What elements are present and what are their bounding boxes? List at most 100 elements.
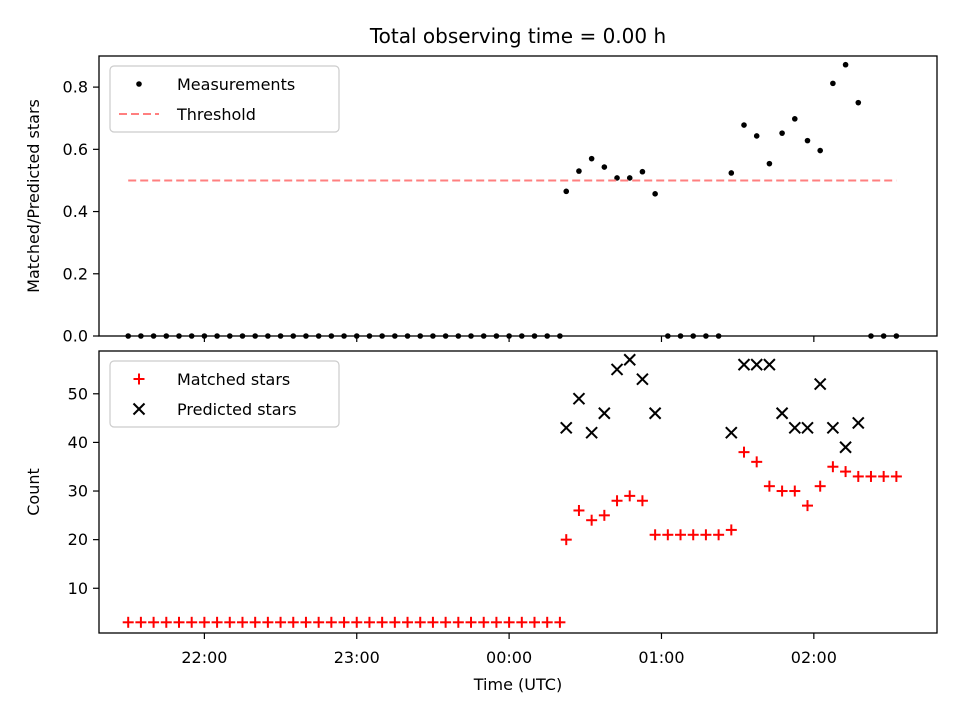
y-tick-label: 0.8	[63, 78, 88, 97]
legend-label: Predicted stars	[177, 400, 297, 419]
matched-star-point	[211, 616, 223, 628]
predicted-star-point	[725, 426, 738, 439]
y-axis-label: Matched/Predicted stars	[24, 99, 43, 293]
y-tick-label: 0.0	[63, 327, 88, 346]
matched-star-point	[554, 616, 566, 628]
x-d2	[826, 421, 840, 435]
matched-star-point	[363, 616, 375, 628]
x-d2	[788, 421, 802, 435]
predicted-star-point	[585, 426, 598, 439]
x-d2	[737, 358, 751, 371]
x-d2	[813, 377, 827, 391]
matched-star-point	[402, 616, 414, 628]
matched-star-point	[529, 616, 541, 628]
predicted-star-point	[763, 358, 776, 371]
matched-star-point	[675, 529, 687, 541]
matched-star-point	[325, 616, 337, 628]
measurement-point	[804, 137, 811, 144]
predicted-star-point	[636, 372, 649, 386]
y-axis-label: Count	[24, 468, 43, 516]
y-tick-label: 10	[68, 579, 88, 598]
measurement-point	[728, 170, 735, 176]
matched-star-point	[700, 529, 712, 541]
matched-star-point	[649, 529, 661, 541]
predicted-star-point	[788, 421, 802, 435]
matched-star-point	[160, 616, 172, 628]
x-d2	[801, 421, 814, 435]
matched-star-point	[801, 500, 813, 512]
plot-frame	[98, 350, 938, 634]
measurement-point	[817, 147, 823, 154]
measurement-point	[563, 188, 570, 195]
measurement-point	[791, 116, 798, 122]
matched-star-point	[236, 616, 248, 628]
matched-star-point	[814, 480, 826, 492]
x-d2	[763, 358, 776, 371]
matched-star-point	[452, 616, 464, 628]
predicted-star-point	[572, 392, 586, 405]
measurement-point	[601, 164, 608, 170]
matched-star-point	[878, 470, 890, 482]
matched-star-point	[338, 616, 350, 628]
matched-star-point	[300, 616, 312, 628]
matched-star-point	[478, 616, 490, 628]
matched-star-point	[713, 529, 725, 541]
measurement-point	[855, 99, 862, 106]
measurement-point	[588, 155, 595, 162]
measurement-point	[741, 122, 747, 128]
matched-star-point	[725, 524, 737, 536]
predicted-star-point	[775, 407, 789, 420]
legend-label: Measurements	[177, 75, 295, 94]
x-d2	[610, 363, 624, 376]
matched-star-point	[541, 616, 553, 628]
matched-star-point	[503, 616, 515, 628]
legend: Matched stars Predicted stars	[109, 360, 340, 428]
matched-star-point	[624, 490, 636, 502]
predicted-star-point	[852, 416, 865, 430]
matched-star-point	[763, 480, 775, 492]
predicted-star-point	[813, 377, 827, 391]
matched-star-point	[262, 616, 274, 628]
y-tick-label: 0.4	[63, 202, 88, 221]
matched-star-point	[440, 616, 452, 628]
legend-label: Matched stars	[177, 370, 290, 389]
predicted-star-point	[560, 421, 573, 435]
matched-star-point	[636, 495, 648, 507]
matched-star-point	[598, 509, 610, 521]
y-tick-label: 0.2	[63, 264, 88, 283]
matched-star-point	[738, 446, 750, 458]
legend-measurement-swatch	[136, 81, 142, 87]
matched-star-point	[173, 616, 185, 628]
measurement-point	[753, 133, 760, 139]
measurement-point	[766, 160, 773, 167]
matched-star-point	[586, 514, 598, 526]
matched-star-point	[198, 616, 210, 628]
matched-star-point	[490, 616, 502, 628]
y-tick-label: 20	[68, 530, 88, 549]
matched-star-point	[186, 616, 198, 628]
predicted-star-point	[610, 363, 624, 376]
x-d2	[572, 392, 586, 405]
x-d2	[852, 416, 865, 430]
matched-star-point	[751, 456, 763, 468]
x-tick-label: 23:00	[334, 648, 380, 667]
y-tick-label: 40	[68, 433, 88, 452]
matched-star-point	[351, 616, 363, 628]
matched-star-point	[827, 461, 839, 473]
predicted-star-point	[801, 421, 814, 435]
y-tick-label: 30	[68, 482, 88, 501]
legend: Measurements Threshold	[109, 65, 340, 133]
legend-box	[109, 360, 340, 428]
chart-title: Total observing time = 0.00 h	[369, 24, 666, 48]
matched-star-point	[465, 616, 477, 628]
matched-star-point	[865, 470, 877, 482]
matched-star-point	[275, 616, 287, 628]
matched-star-point	[148, 616, 160, 628]
x-tick-label: 01:00	[638, 648, 684, 667]
measurement-point	[779, 130, 785, 136]
matched-star-point	[135, 616, 147, 628]
measurement-point	[576, 168, 582, 174]
x-d2	[132, 402, 146, 416]
x-d2	[560, 421, 573, 435]
predicted-star-point	[826, 421, 840, 435]
